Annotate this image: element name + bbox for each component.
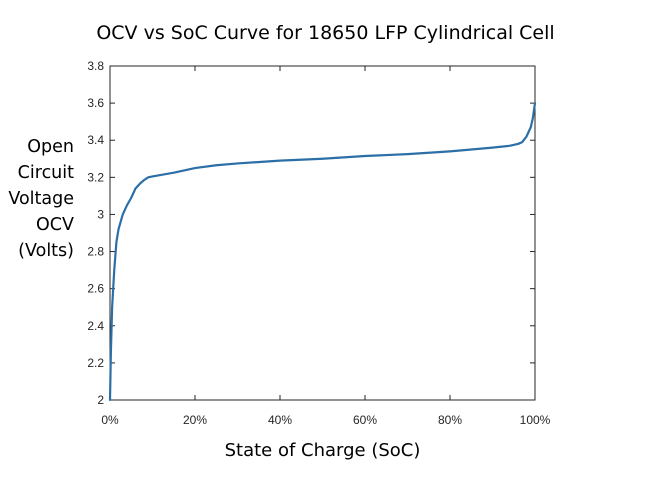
plot-area-frame: [109, 65, 536, 401]
y-tick-label: 3.2: [87, 170, 104, 184]
y-tick-label: 3.4: [87, 133, 104, 147]
x-tick-label: 40%: [268, 413, 292, 427]
y-axis-label-line: OCV: [36, 215, 74, 235]
x-ticks: 0% 20% 40% 60% 80% 100%: [101, 66, 551, 427]
y-axis-label-line: (Volts): [18, 241, 74, 261]
y-tick-label: 3.6: [87, 96, 104, 110]
x-axis-label: State of Charge (SoC): [224, 440, 421, 461]
y-tick-label: 2.8: [87, 245, 104, 259]
ocv-curve-line: [108, 102, 537, 402]
x-tick-label: 20%: [183, 413, 207, 427]
x-tick-label: 60%: [353, 413, 377, 427]
y-tick-label: 2.4: [87, 319, 104, 333]
y-axis-label-line: Open: [27, 137, 74, 157]
y-tick-label: 3: [97, 207, 104, 221]
x-tick-label: 0%: [101, 413, 119, 427]
y-axis-label-line: Circuit: [17, 163, 74, 183]
y-ticks: 2 2.2 2.4 2.6 2.8 3 3.2 3.4 3.6 3.8: [87, 59, 535, 407]
chart-title: OCV vs SoC Curve for 18650 LFP Cylindric…: [96, 22, 555, 44]
y-tick-label: 2.6: [87, 282, 104, 296]
x-tick-label: 100%: [520, 413, 551, 427]
y-tick-label: 3.8: [87, 59, 104, 73]
y-axis-label: Open Circuit Voltage OCV (Volts): [2, 134, 74, 264]
y-axis-label-line: Voltage: [8, 189, 74, 209]
y-tick-label: 2: [97, 393, 104, 407]
x-tick-label: 80%: [438, 413, 462, 427]
y-tick-label: 2.2: [87, 356, 104, 370]
